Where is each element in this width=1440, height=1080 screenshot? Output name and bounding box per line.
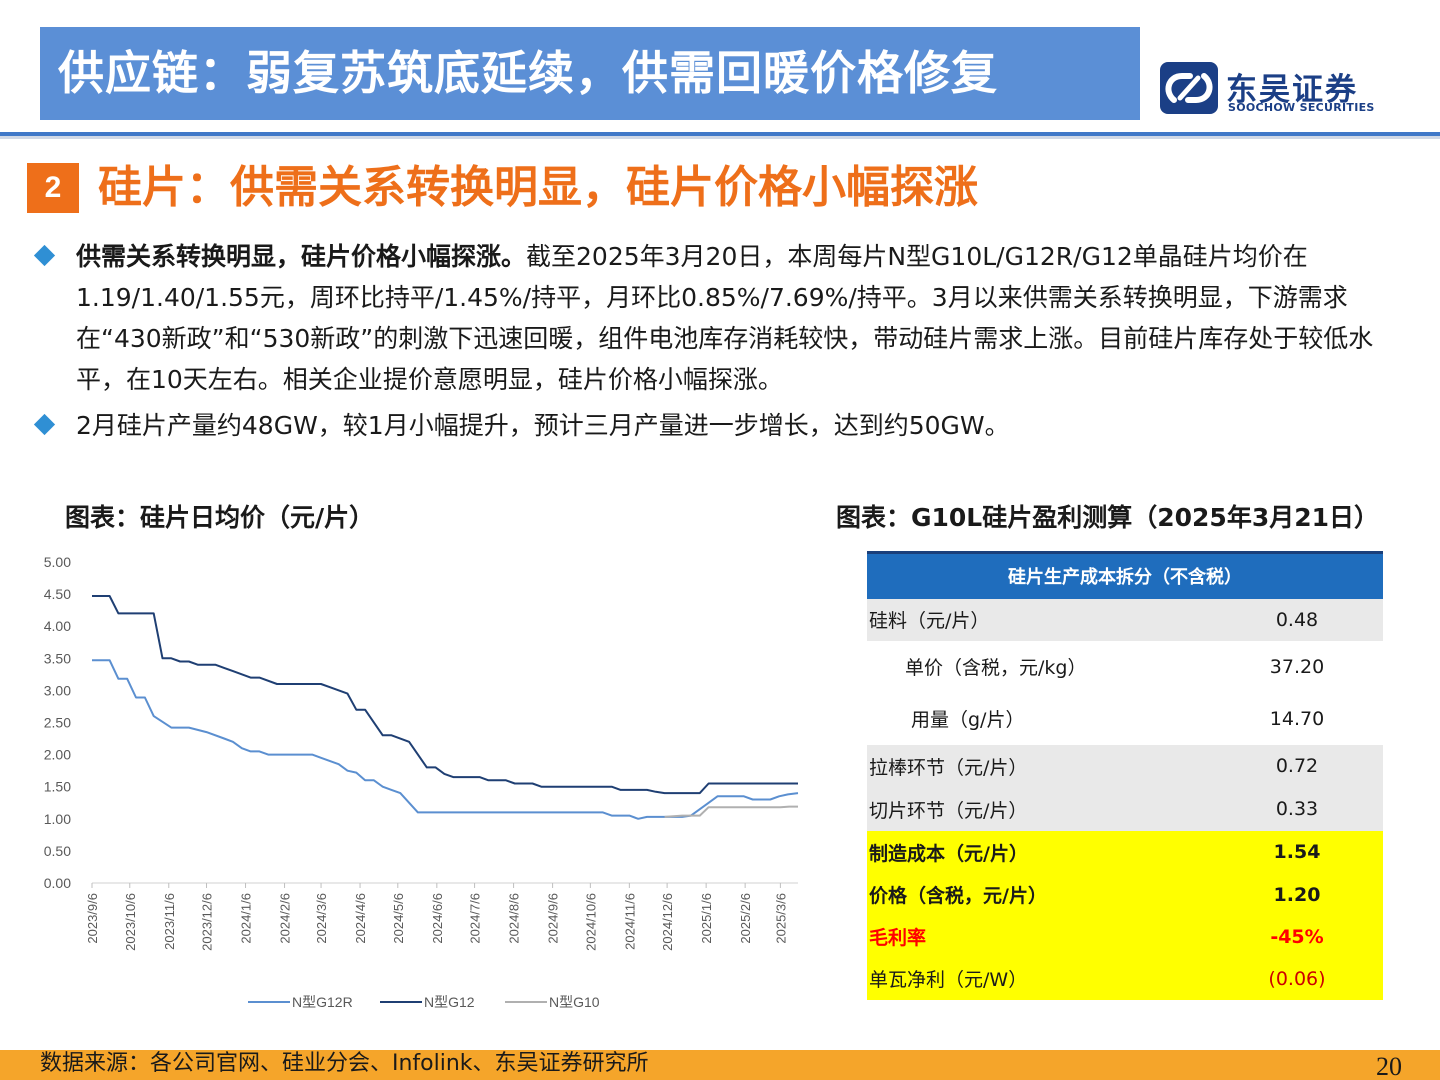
row-value: (0.06) [1233, 957, 1383, 1000]
table-row: 切片环节（元/片） 0.33 [867, 787, 1383, 831]
legend-label: N型G10 [549, 994, 600, 1010]
bullet-bold-lead: 供需关系转换明显，硅片价格小幅探涨。 [76, 242, 527, 271]
y-tick-label: 5.00 [44, 554, 71, 570]
row-value: 14.70 [1233, 692, 1383, 745]
row-value: 0.48 [1233, 598, 1383, 641]
row-label: 拉棒环节（元/片） [867, 744, 1233, 788]
row-value: 0.33 [1233, 787, 1383, 831]
diamond-bullet-icon [33, 413, 56, 436]
y-tick-label: 2.50 [44, 715, 71, 731]
x-tick-label: 2024/11/6 [622, 893, 637, 950]
y-tick-label: 4.50 [44, 586, 71, 602]
price-line-chart: 5.00 4.50 4.00 3.50 3.00 2.50 2.00 1.50 1.00 0.50… [44, 554, 799, 1010]
row-label: 毛利率 [867, 915, 1233, 958]
series-line-N型G12 [92, 595, 798, 795]
x-tick-label: 2025/3/6 [773, 893, 788, 944]
soochow-logo-icon [1160, 62, 1218, 114]
x-tick-label: 2025/2/6 [738, 893, 753, 944]
x-tick-label: 2024/12/6 [660, 893, 675, 951]
table-row: 用量（g/片） 14.70 [867, 692, 1383, 745]
table-row: 制造成本（元/片） 1.54 [867, 830, 1383, 874]
x-tick-label: 2024/4/6 [353, 893, 368, 944]
row-label: 硅料（元/片） [867, 598, 1233, 641]
header-divider-shadow [0, 136, 1440, 139]
table-row: 硅料（元/片） 0.48 [867, 598, 1383, 641]
diamond-bullet-icon [33, 244, 56, 267]
y-tick-label: 2.00 [44, 747, 71, 763]
section-number-badge: 2 [27, 163, 79, 213]
data-source: 数据来源：各公司官网、硅业分会、Infolink、东吴证券研究所 [40, 1051, 649, 1076]
row-label: 切片环节（元/片） [867, 787, 1233, 831]
x-tick-label: 2024/1/6 [239, 893, 254, 944]
logo-en-text: SOOCHOW SECURITIES [1228, 101, 1375, 114]
x-tick-label: 2024/2/6 [278, 893, 293, 944]
row-value: -45% [1233, 915, 1383, 958]
legend-label: N型G12 [424, 994, 475, 1010]
row-label: 制造成本（元/片） [867, 830, 1233, 874]
company-logo: 东吴证券 SOOCHOW SECURITIES [1160, 62, 1400, 118]
bullet-item: 供需关系转换明显，硅片价格小幅探涨。截至2025年3月20日，本周每片N型G10… [30, 236, 1390, 400]
row-label: 用量（g/片） [867, 692, 1233, 745]
cost-breakdown-table: 硅片生产成本拆分（不含税） 硅料（元/片） 0.48 单价（含税，元/kg） 3… [867, 551, 1383, 1000]
table-row: 拉棒环节（元/片） 0.72 [867, 744, 1383, 788]
x-tick-label: 2024/5/6 [391, 893, 406, 944]
x-tick-label: 2024/7/6 [468, 893, 483, 944]
page-number: 20 [1376, 1052, 1402, 1080]
bullet-text: 截至2025年3月20日，本周每片N型G10L/G12R/G12单晶硅片均价在1… [76, 242, 1374, 394]
section-title: 硅片：供需关系转换明显，硅片价格小幅探涨 [98, 162, 978, 213]
row-value: 1.54 [1233, 830, 1383, 874]
table-row: 价格（含税，元/片） 1.20 [867, 873, 1383, 916]
x-tick-label: 2024/8/6 [507, 893, 522, 944]
series-line-N型G12R [92, 659, 799, 820]
y-tick-label: 4.00 [44, 618, 71, 634]
x-tick-label: 2024/6/6 [430, 893, 445, 944]
bullet-list: 供需关系转换明显，硅片价格小幅探涨。截至2025年3月20日，本周每片N型G10… [30, 236, 1390, 446]
x-tick-label: 2023/9/6 [85, 893, 100, 944]
y-tick-label: 1.00 [44, 811, 71, 827]
legend-label: N型G12R [292, 994, 353, 1010]
x-tick-label: 2024/3/6 [314, 893, 329, 944]
row-label: 单价（含税，元/kg） [867, 640, 1233, 693]
x-tick-label: 2024/10/6 [583, 893, 598, 951]
header-divider [0, 132, 1440, 136]
row-value: 1.20 [1233, 873, 1383, 916]
chart-title: 图表：硅片日均价（元/片） [65, 503, 375, 532]
table-row: 单价（含税，元/kg） 37.20 [867, 640, 1383, 693]
page-title: 供应链：弱复苏筑底延续，供需回暖价格修复 [58, 46, 998, 100]
y-tick-label: 0.00 [44, 875, 71, 891]
table-row: 单瓦净利（元/W） (0.06) [867, 957, 1383, 1000]
y-tick-label: 1.50 [44, 779, 71, 795]
x-tick-label: 2023/11/6 [162, 893, 177, 950]
x-tick-label: 2024/9/6 [546, 893, 561, 944]
y-tick-label: 3.00 [44, 682, 71, 698]
row-value: 0.72 [1233, 744, 1383, 788]
x-tick-label: 2023/10/6 [123, 893, 138, 951]
footer-bar: 数据来源：各公司官网、硅业分会、Infolink、东吴证券研究所 20 [0, 1050, 1440, 1080]
row-label: 单瓦净利（元/W） [867, 957, 1233, 1000]
y-tick-label: 3.50 [44, 650, 71, 666]
series-line-N型G10 [664, 805, 798, 818]
title-bar: 供应链：弱复苏筑底延续，供需回暖价格修复 [40, 27, 1140, 120]
logo-cn-text: 东吴证券 [1226, 72, 1358, 108]
bullet-item: 2月硅片产量约48GW，较1月小幅提升，预计三月产量进一步增长，达到约50GW。 [30, 405, 1390, 446]
table-header: 硅片生产成本拆分（不含税） [867, 551, 1383, 599]
row-label: 价格（含税，元/片） [867, 873, 1233, 916]
y-tick-label: 0.50 [44, 843, 71, 859]
bullet-text: 2月硅片产量约48GW，较1月小幅提升，预计三月产量进一步增长，达到约50GW。 [76, 411, 1010, 440]
x-tick-label: 2023/12/6 [200, 893, 215, 951]
x-tick-label: 2025/1/6 [699, 893, 714, 944]
row-value: 37.20 [1233, 640, 1383, 693]
table-row: 毛利率 -45% [867, 915, 1383, 958]
table-title: 图表：G10L硅片盈利测算（2025年3月21日） [836, 503, 1380, 532]
